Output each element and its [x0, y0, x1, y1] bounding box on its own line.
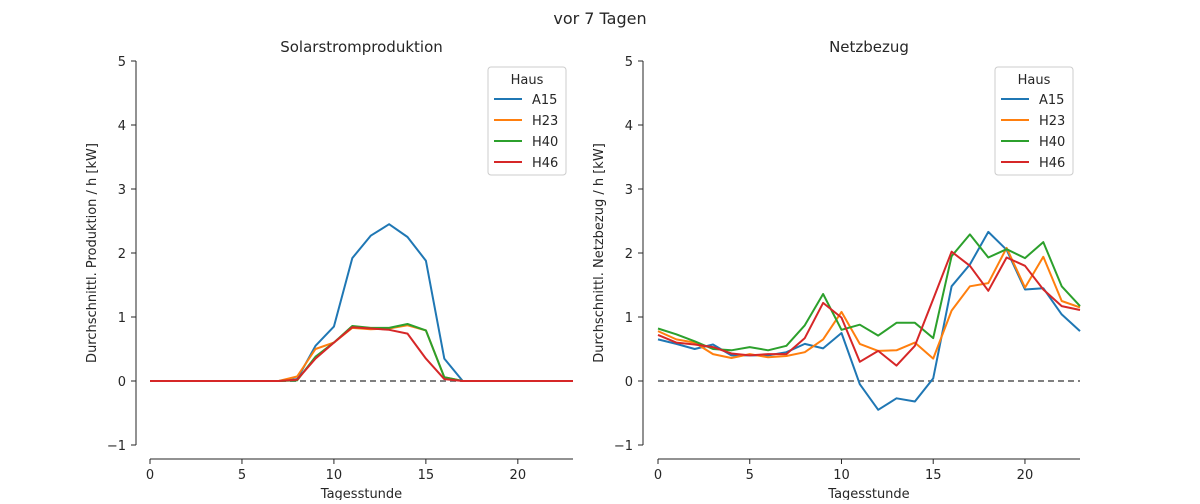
- legend-label-h46: H46: [532, 156, 558, 171]
- y-tick-label: 1: [118, 311, 126, 326]
- x-tick-label: 0: [146, 468, 154, 483]
- x-tick-label: 0: [654, 468, 662, 483]
- legend: Haus A15 H23 H40 H46: [994, 66, 1074, 176]
- y-tick-label: 4: [118, 119, 126, 134]
- x-tick-label: 5: [238, 468, 246, 483]
- x-tick-label: 20: [1017, 468, 1034, 483]
- panel-title: Netzbezug: [829, 38, 909, 56]
- series-line-h46: [657, 250, 1081, 367]
- legend-box: [487, 66, 567, 176]
- legend-box: [994, 66, 1074, 176]
- y-tick-label: −1: [107, 439, 126, 454]
- panel-grid-consumption: Netzbezug −1 0 1 2 3 4 5 0 5 10 15 20 Tagesstunde Durc…: [592, 38, 1081, 502]
- x-tick-label: 5: [746, 468, 754, 483]
- series-line-a15: [150, 223, 573, 382]
- y-tick-label: 5: [625, 55, 633, 70]
- panel-solar-production: Solarstromproduktion −1 0 1 2 3 4 5 0 5 10 15 20 Tage…: [85, 38, 573, 502]
- series-line-a15: [657, 230, 1081, 411]
- legend-label-h23: H23: [1039, 114, 1065, 129]
- panel-title: Solarstromproduktion: [280, 38, 443, 56]
- series-line-h46: [150, 326, 573, 382]
- x-tick-label: 15: [418, 468, 435, 483]
- legend-label-a15: A15: [532, 93, 557, 108]
- y-tick-label: 4: [625, 119, 633, 134]
- x-tick-label: 10: [833, 468, 850, 483]
- series-line-h40: [657, 233, 1081, 352]
- series-line-h40: [150, 323, 573, 382]
- series-line-h23: [150, 324, 573, 382]
- legend-label-a15: A15: [1039, 93, 1064, 108]
- x-tick-label: 15: [925, 468, 942, 483]
- legend-title: Haus: [1018, 73, 1051, 88]
- legend-label-h40: H40: [532, 135, 558, 150]
- x-tick-label: 10: [326, 468, 343, 483]
- y-tick-label: 3: [118, 183, 126, 198]
- y-tick-label: 0: [118, 375, 126, 390]
- y-axis-label: Durchschnittl. Produktion / h [kW]: [85, 143, 100, 363]
- x-axis-label: Tagesstunde: [320, 487, 402, 500]
- series-line-h23: [657, 246, 1081, 360]
- legend-label-h40: H40: [1039, 135, 1065, 150]
- y-tick-label: 3: [625, 183, 633, 198]
- legend-label-h23: H23: [532, 114, 558, 129]
- legend: Haus A15 H23 H40 H46: [487, 66, 567, 176]
- y-tick-label: 0: [625, 375, 633, 390]
- x-axis-label: Tagesstunde: [827, 487, 909, 500]
- x-tick-label: 20: [510, 468, 527, 483]
- y-tick-label: 2: [625, 247, 633, 262]
- y-tick-label: 5: [118, 55, 126, 70]
- y-tick-label: 1: [625, 311, 633, 326]
- y-axis-label: Durchschnittl. Netzbezug / h [kW]: [592, 143, 607, 363]
- y-tick-label: −1: [614, 439, 633, 454]
- legend-label-h46: H46: [1039, 156, 1065, 171]
- y-tick-label: 2: [118, 247, 126, 262]
- legend-title: Haus: [511, 73, 544, 88]
- figure-title: vor 7 Tagen: [553, 9, 646, 28]
